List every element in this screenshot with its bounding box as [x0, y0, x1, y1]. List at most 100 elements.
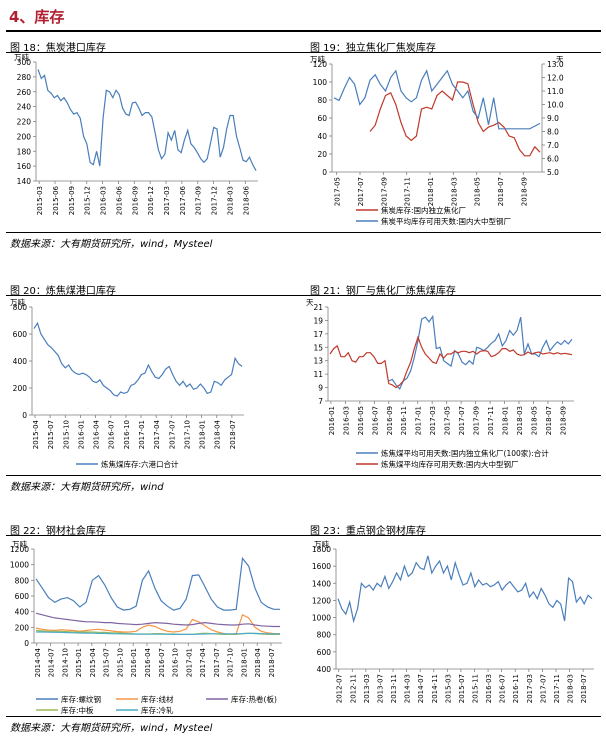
c18-ytick-label: 160 [17, 162, 32, 171]
c23-xtick-label: 2015-03 [444, 674, 452, 703]
section-title: 4、库存 [9, 8, 65, 26]
c21-xtick-label: 2018-05 [530, 406, 538, 435]
c21-xtick-label: 2016-05 [357, 406, 365, 435]
c20-xtick-label: 2017-07 [168, 420, 176, 449]
c18-ytick-label: 220 [17, 118, 32, 127]
c23-xtick-label: 2015-07 [458, 674, 466, 703]
row2-bottom-rule [6, 475, 601, 476]
c22-xtick-label: 2018-04 [254, 647, 262, 677]
c20-legend-label: 炼焦煤库存:六港口合计 [101, 459, 179, 469]
source-1: 数据来源：大有期货研究所，wind，Mysteel [10, 239, 213, 250]
c22-xtick-label: 2014-10 [61, 648, 69, 677]
c20-xtick-label: 2017-04 [153, 419, 161, 449]
c18-xtick-label: 2018-03 [226, 186, 234, 215]
c20-xtick-label: 2017-01 [138, 420, 146, 449]
c20-ylabel: 万吨 [10, 297, 25, 307]
c21-series-0-line [388, 314, 573, 390]
c23-xtick-label: 2018-07 [580, 674, 588, 703]
c19-xtick-label: 2017-07 [357, 177, 365, 206]
c20-xtick-label: 2017-10 [183, 420, 191, 449]
c20-series-0-line [33, 321, 243, 397]
c22-legend-label: 库存:螺纹钢 [61, 694, 101, 704]
c19-y2tick-label: 13.0 [547, 60, 564, 69]
c23-xtick-label: 2016-03 [485, 674, 493, 703]
c20-xtick-label: 2016-04 [93, 419, 101, 449]
c22-xtick-label: 2015-07 [103, 648, 111, 677]
c23-xtick-label: 2012-11 [349, 674, 357, 703]
c23-xtick-label: 2018-03 [567, 674, 575, 703]
c19-y2tick-label: 7.0 [547, 141, 559, 150]
c23-xtick-label: 2017-11 [553, 674, 561, 703]
chart-18-svg: 万吨 140 160 180 200 220 240 260 280 300 2015-03 2015… [14, 52, 258, 215]
c19-xtick-label: 2018-05 [474, 177, 482, 206]
c23-ytick-label: 600 [317, 648, 332, 657]
chart-21-title: 图 21：钢厂与焦化厂炼焦煤库存 [310, 286, 456, 297]
c21-xtick-label: 2017-03 [429, 406, 437, 435]
chart-20-svg: 万吨 0 200 400 600 800 2015-04 2015-07 2015-10 2016… [10, 297, 244, 469]
c22-legend-label: 库存:冷轧 [141, 705, 174, 715]
c21-xtick-label: 2017-01 [415, 406, 423, 435]
c22-xtick-label: 2017-07 [213, 648, 221, 677]
c23-xtick-label: 2017-03 [526, 674, 534, 703]
c18-xtick-label: 2015-12 [84, 186, 92, 215]
c21-ytick-label: 19 [313, 316, 323, 325]
c19-ylabel: 万吨 [310, 54, 325, 64]
c18-ytick-label: 300 [17, 58, 32, 67]
source-2: 数据来源：大有期货研究所，wind [10, 482, 164, 493]
c22-series-4-line [36, 631, 280, 635]
row1-bottom-rule [6, 232, 601, 233]
c18-xtick-label: 2017-12 [211, 186, 219, 215]
c19-legend-label: 焦炭库存:国内独立焦化厂 [381, 205, 467, 215]
source-3: 数据来源：大有期货研究所，wind，Mysteel [10, 723, 213, 734]
chart-18-title: 图 18：焦炭港口库存 [10, 43, 106, 54]
c19-ytick-label: 0 [322, 168, 327, 177]
chart-20-title: 图 20：炼焦煤港口库存 [10, 286, 116, 297]
c22-ytick-label: 1000 [10, 561, 29, 570]
c19-y2tick-label: 11.0 [547, 87, 564, 96]
c22-xtick-label: 2015-10 [116, 648, 124, 677]
c23-xtick-label: 2016-07 [499, 674, 507, 703]
c18-xtick-label: 2016-12 [147, 186, 155, 215]
c19-ytick-label: 20 [317, 150, 327, 159]
row3-bottom-rule [6, 716, 601, 717]
c22-xtick-label: 2018-07 [268, 648, 276, 677]
c23-ytick-label: 400 [317, 665, 332, 674]
c19-xtick-label: 2018-09 [520, 177, 528, 206]
c19-xtick-label: 2017-11 [404, 177, 412, 206]
c22-series-0-line [35, 556, 280, 611]
c23-xtick-label: 2013-11 [390, 674, 398, 703]
row1-title-rule [6, 52, 601, 53]
c22-legend-label: 库存:中板 [61, 705, 94, 715]
c21-ytick-label: 11 [313, 370, 323, 379]
c22-xtick-label: 2017-01 [185, 648, 193, 677]
c20-ytick-label: 0 [22, 411, 27, 420]
chart-21-svg: 天 7 9 11 13 15 17 19 21 2016-01 2016-03 2016-05 2016… [306, 298, 574, 469]
c18-ylabel: 万吨 [14, 52, 29, 62]
c18-xtick-label: 2015-03 [36, 186, 44, 215]
c21-xtick-label: 2017-11 [487, 406, 495, 435]
c21-xtick-label: 2016-03 [342, 406, 350, 435]
c21-xtick-label: 2016-01 [328, 406, 336, 435]
chart-23-svg: 万吨 400 600 800 1000 1200 1400 1600 1800 2012-07 20… [312, 539, 594, 703]
c21-ytick-label: 15 [313, 343, 323, 352]
c19-ytick-label: 120 [313, 60, 328, 69]
c22-ytick-label: 400 [15, 608, 30, 617]
c20-xtick-label: 2015-07 [47, 420, 55, 449]
c19-y2tick-label: 10.0 [547, 101, 564, 110]
c19-y2label: 天 [556, 55, 564, 64]
c18-xtick-label: 2016-03 [100, 186, 108, 215]
c23-ytick-label: 1400 [312, 579, 331, 588]
c22-xtick-label: 2014-07 [48, 648, 56, 677]
c18-ytick-label: 200 [17, 132, 32, 141]
c18-ytick-label: 260 [17, 88, 32, 97]
c18-ytick-label: 240 [17, 103, 32, 112]
c21-ylabel: 天 [306, 298, 314, 307]
c22-legend-label: 库存:热卷(板) [231, 694, 277, 704]
section-rule [6, 30, 601, 32]
c19-ytick-label: 80 [317, 96, 327, 105]
c22-xtick-label: 2017-10 [227, 648, 235, 677]
c22-legend-label: 库存:线材 [141, 694, 174, 704]
c20-xtick-label: 2018-07 [229, 420, 237, 449]
c22-ytick-label: 0 [24, 639, 29, 648]
c22-xtick-label: 2016-07 [158, 648, 166, 677]
